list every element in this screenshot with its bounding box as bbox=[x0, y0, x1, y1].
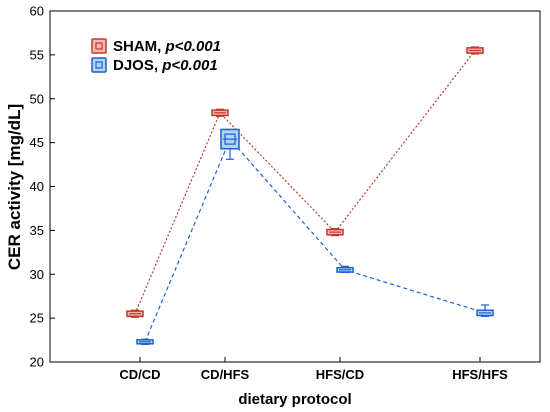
legend-item-sham: SHAM, p<0.001 bbox=[91, 38, 221, 55]
data-point bbox=[466, 46, 484, 55]
series-sham bbox=[126, 46, 484, 318]
y-axis-title: CER activity [mg/dL] bbox=[5, 104, 24, 270]
legend-swatch-djos-inner bbox=[95, 61, 103, 69]
x-tick-label: CD/CD bbox=[119, 367, 160, 382]
y-tick-label: 30 bbox=[30, 267, 44, 282]
legend-name-sham: SHAM bbox=[113, 38, 157, 55]
x-tick-label: HFS/HFS bbox=[452, 367, 508, 382]
legend-stat-sham: p<0.001 bbox=[165, 38, 221, 55]
y-tick-label: 20 bbox=[30, 355, 44, 370]
y-tick-label: 55 bbox=[30, 47, 44, 62]
legend-swatch-sham bbox=[91, 38, 107, 54]
y-tick-label: 40 bbox=[30, 179, 44, 194]
data-point bbox=[336, 265, 354, 274]
data-point bbox=[220, 128, 240, 160]
legend-swatch-sham-inner bbox=[95, 42, 103, 50]
legend: SHAM, p<0.001 DJOS, p<0.001 bbox=[91, 38, 221, 74]
x-tick-label: HFS/CD bbox=[316, 367, 364, 382]
series-line-sham bbox=[134, 50, 476, 314]
data-point bbox=[326, 228, 344, 237]
x-tick-label: CD/HFS bbox=[201, 367, 250, 382]
y-axis: 20 25 30 35 40 45 50 55 60 bbox=[30, 4, 55, 370]
data-point bbox=[211, 108, 229, 117]
y-tick-label: 45 bbox=[30, 135, 44, 150]
y-tick-label: 35 bbox=[30, 223, 44, 238]
data-point bbox=[476, 304, 494, 317]
y-tick-label: 60 bbox=[30, 4, 44, 19]
y-tick-label: 25 bbox=[30, 311, 44, 326]
x-axis-title: dietary protocol bbox=[238, 391, 351, 408]
legend-item-djos: DJOS, p<0.001 bbox=[91, 57, 218, 74]
data-point bbox=[136, 338, 154, 346]
legend-label-djos: DJOS, p<0.001 bbox=[113, 57, 218, 74]
legend-label-sham: SHAM, p<0.001 bbox=[113, 38, 221, 55]
data-point bbox=[126, 309, 144, 318]
legend-name-djos: DJOS bbox=[113, 57, 154, 74]
series-layer bbox=[126, 46, 494, 346]
legend-stat-djos: p<0.001 bbox=[161, 57, 217, 74]
y-tick-label: 50 bbox=[30, 91, 44, 106]
series-djos bbox=[136, 128, 494, 346]
legend-swatch-djos bbox=[91, 57, 107, 73]
x-axis: CD/CD CD/HFS HFS/CD HFS/HFS bbox=[119, 357, 508, 382]
mean-marker bbox=[224, 133, 236, 145]
